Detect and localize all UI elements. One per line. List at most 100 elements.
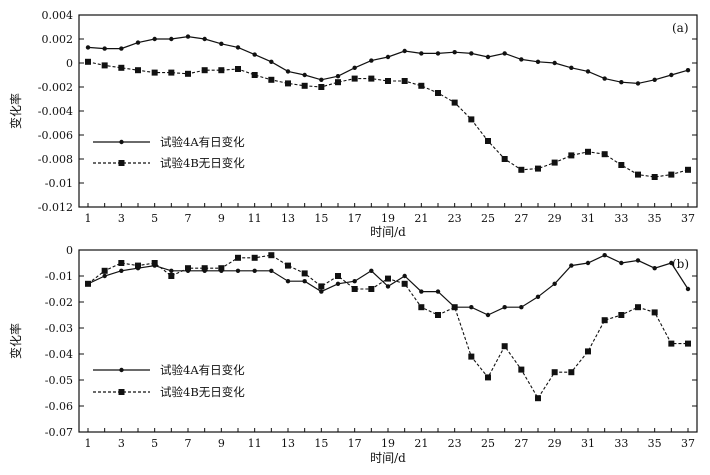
x-axis-label: 时间/d — [370, 225, 406, 239]
data-point-square — [201, 67, 208, 74]
y-tick-label: 0.004 — [42, 9, 74, 22]
x-tick-label: 27 — [514, 437, 528, 450]
x-tick-label: 13 — [281, 437, 295, 450]
data-point-dot — [419, 289, 424, 294]
data-point-dot — [102, 46, 107, 51]
data-point-square — [335, 273, 341, 279]
data-point-square — [485, 138, 491, 144]
data-point-square — [85, 280, 91, 287]
data-point-square — [418, 82, 425, 89]
data-point-square — [435, 90, 441, 96]
data-point-square — [185, 265, 191, 272]
legend-marker-dot — [119, 367, 124, 373]
data-point-dot — [602, 253, 607, 258]
data-point-square — [501, 156, 508, 162]
data-point-dot — [285, 69, 291, 74]
data-point-square — [651, 309, 658, 316]
legend-label: 试验4A有日变化 — [160, 363, 245, 377]
x-tick-label: 25 — [481, 437, 495, 450]
data-point-square — [401, 78, 408, 84]
data-point-square — [618, 162, 625, 168]
x-tick-label: 35 — [648, 437, 662, 450]
data-point-dot — [685, 68, 691, 73]
x-tick-label: 31 — [581, 212, 595, 225]
x-tick-label: 1 — [85, 212, 92, 225]
data-point-square — [385, 275, 391, 282]
data-point-dot — [385, 54, 391, 60]
data-point-dot — [352, 279, 357, 284]
data-point-square — [101, 62, 108, 69]
data-point-dot — [185, 34, 191, 39]
data-point-dot — [319, 77, 324, 83]
y-tick-label: -0.04 — [45, 348, 73, 361]
data-point-dot — [235, 268, 241, 273]
data-point-square — [551, 369, 558, 376]
data-point-dot — [519, 57, 524, 62]
data-point-square — [668, 340, 675, 347]
data-point-square — [135, 262, 141, 269]
data-point-square — [135, 67, 141, 74]
data-point-square — [485, 374, 491, 381]
data-point-dot — [352, 65, 357, 71]
x-tick-label: 11 — [248, 212, 262, 225]
x-tick-label: 23 — [448, 437, 462, 450]
data-point-square — [251, 254, 258, 261]
data-point-dot — [302, 72, 307, 78]
data-point-dot — [285, 279, 291, 284]
data-point-dot — [419, 51, 424, 56]
data-point-dot — [335, 281, 341, 286]
data-point-dot — [469, 51, 474, 56]
data-point-square — [535, 165, 541, 172]
legend-label: 试验4B无日变化 — [160, 385, 245, 399]
data-point-dot — [385, 284, 391, 289]
data-point-square — [435, 312, 441, 318]
panel-b-chart: 0-0.01-0.02-0.03-0.04-0.05-0.06-0.071 3 5 7… — [8, 244, 698, 465]
data-point-dot — [585, 69, 591, 74]
x-tick-label: 9 — [218, 437, 225, 450]
x-tick-label: 7 — [185, 437, 192, 450]
data-point-square — [585, 348, 591, 355]
x-tick-label: 15 — [314, 212, 328, 225]
x-tick-label: 21 — [414, 437, 428, 450]
data-point-dot — [452, 50, 457, 55]
x-tick-label: 29 — [548, 437, 562, 450]
data-point-dot — [319, 289, 324, 294]
data-point-dot — [552, 60, 557, 66]
data-point-square — [118, 260, 125, 266]
data-point-square — [151, 260, 158, 266]
data-point-dot — [602, 76, 607, 81]
y-tick-label: -0.008 — [38, 153, 73, 166]
x-tick-label: 19 — [381, 212, 395, 225]
data-point-square — [501, 343, 508, 350]
data-point-dot — [502, 305, 507, 310]
data-point-dot — [402, 273, 407, 279]
data-point-square — [118, 64, 125, 71]
y-tick-label: -0.03 — [45, 322, 73, 335]
data-point-square — [268, 252, 275, 259]
y-axis-label: 变化率 — [8, 93, 23, 129]
y-tick-label: 0.002 — [42, 33, 74, 46]
x-tick-label: 23 — [448, 212, 462, 225]
y-tick-label: 0 — [66, 244, 73, 257]
y-tick-label: -0.004 — [38, 105, 73, 118]
x-tick-label: 5 — [151, 212, 158, 225]
plot-frame — [78, 14, 698, 208]
y-tick-label: -0.01 — [45, 177, 73, 190]
data-point-dot — [152, 36, 157, 42]
data-point-dot — [685, 286, 691, 292]
x-tick-label: 37 — [681, 437, 695, 450]
y-tick-label: -0.002 — [38, 81, 73, 94]
data-point-dot — [235, 45, 241, 50]
data-point-dot — [552, 281, 557, 286]
data-point-square — [251, 72, 258, 78]
data-point-square — [585, 148, 591, 155]
data-point-square — [285, 80, 291, 87]
y-tick-label: -0.06 — [45, 400, 73, 413]
data-point-square — [301, 82, 308, 89]
legend-label: 试验4A有日变化 — [160, 135, 245, 149]
data-point-square — [285, 262, 291, 269]
y-tick-label: 0 — [66, 57, 73, 70]
data-point-square — [101, 267, 108, 274]
x-tick-label: 5 — [151, 437, 158, 450]
data-point-dot — [202, 36, 207, 42]
